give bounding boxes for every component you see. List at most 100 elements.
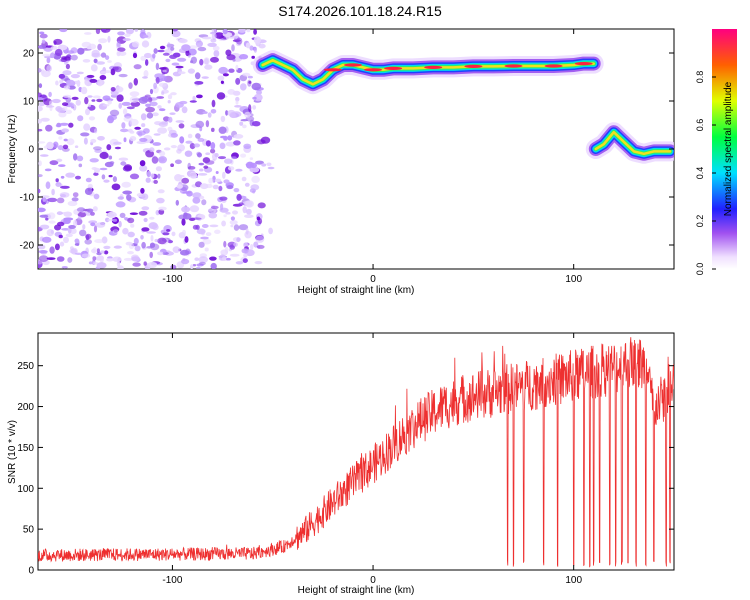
noise-speck [171, 231, 176, 237]
noise-speck [181, 258, 190, 265]
noise-speck [153, 179, 158, 184]
y-tick-label: 150 [17, 443, 34, 454]
noise-speck [126, 194, 132, 201]
noise-speck [174, 159, 182, 165]
noise-speck [242, 72, 251, 77]
noise-speck [218, 156, 226, 160]
noise-speck [57, 44, 68, 51]
noise-speck [38, 101, 45, 107]
noise-speck [227, 109, 236, 117]
noise-speck [253, 29, 257, 35]
noise-speck [92, 256, 97, 261]
noise-speck [145, 103, 151, 108]
noise-speck [154, 73, 164, 79]
spectrogram-tracks [252, 50, 674, 164]
noise-speck [149, 101, 158, 107]
noise-speck [238, 202, 244, 206]
noise-speck [205, 152, 211, 155]
noise-speck [56, 211, 63, 216]
noise-speck [56, 256, 65, 262]
noise-speck [91, 248, 96, 254]
track-peak [504, 64, 523, 68]
noise-speck [153, 82, 158, 90]
noise-speck [102, 104, 110, 107]
noise-speck [150, 243, 160, 251]
noise-speck [134, 245, 141, 252]
noise-speck [226, 185, 234, 190]
noise-speck [136, 130, 146, 136]
noise-speck [112, 256, 122, 262]
noise-speck [205, 232, 212, 237]
noise-speck [250, 162, 257, 169]
y-tick-label: -20 [20, 241, 35, 252]
noise-speck [157, 127, 168, 134]
noise-speck [177, 71, 186, 75]
noise-speck [145, 106, 156, 113]
noise-speck [67, 257, 73, 263]
noise-speck [103, 179, 110, 183]
noise-speck [53, 38, 63, 45]
noise-speck [234, 105, 242, 108]
noise-speck [51, 188, 55, 196]
noise-speck [181, 206, 191, 213]
noise-speck [118, 73, 128, 78]
track-peak [344, 63, 362, 67]
noise-speck [85, 234, 90, 241]
noise-speck [133, 237, 139, 245]
noise-speck [233, 224, 240, 231]
noise-speck [146, 231, 156, 234]
noise-speck [119, 212, 126, 218]
noise-speck [77, 216, 82, 221]
noise-speck [156, 96, 165, 99]
noise-speck [107, 211, 117, 219]
noise-speck [227, 135, 233, 141]
noise-speck [261, 163, 267, 167]
noise-speck [210, 109, 217, 114]
noise-speck [197, 137, 205, 142]
noise-speck [91, 99, 96, 102]
noise-speck [252, 96, 257, 100]
noise-speck [152, 224, 159, 231]
noise-speck [212, 153, 218, 161]
noise-speck [233, 242, 238, 247]
noise-speck [170, 132, 178, 138]
noise-speck [114, 146, 121, 150]
noise-speck [218, 66, 229, 75]
noise-speck [240, 83, 247, 91]
noise-speck [76, 155, 84, 162]
noise-speck [228, 68, 235, 73]
noise-speck [204, 247, 209, 252]
noise-speck [133, 64, 142, 70]
noise-speck [57, 145, 64, 151]
noise-speck [201, 76, 209, 79]
noise-speck [167, 100, 171, 104]
noise-speck [238, 54, 249, 60]
noise-speck [85, 108, 90, 116]
noise-speck [232, 210, 238, 215]
noise-speck [38, 174, 43, 178]
noise-speck [129, 91, 140, 97]
noise-speck [69, 248, 77, 254]
noise-speck [70, 54, 78, 61]
noise-speck [245, 42, 251, 49]
noise-speck [145, 59, 149, 66]
noise-speck [108, 155, 113, 160]
noise-speck [247, 75, 253, 79]
noise-speck [38, 160, 42, 167]
noise-speck [196, 44, 201, 48]
noise-speck [55, 80, 59, 86]
noise-speck [235, 96, 240, 102]
noise-speck [220, 115, 226, 123]
noise-speck [96, 98, 103, 103]
noise-speck [242, 124, 247, 129]
noise-speck [235, 100, 239, 105]
noise-speck [78, 163, 83, 168]
noise-speck [39, 31, 45, 35]
noise-speck [121, 101, 131, 106]
colorbar: 0.0 0.2 0.4 0.6 0.8 Normalized spectral ampl… [695, 29, 737, 275]
noise-speck [240, 153, 247, 158]
noise-speck [62, 144, 69, 150]
y-tick-label: 200 [17, 402, 34, 413]
x-tick-label: 100 [565, 575, 582, 586]
noise-speck [38, 250, 48, 254]
